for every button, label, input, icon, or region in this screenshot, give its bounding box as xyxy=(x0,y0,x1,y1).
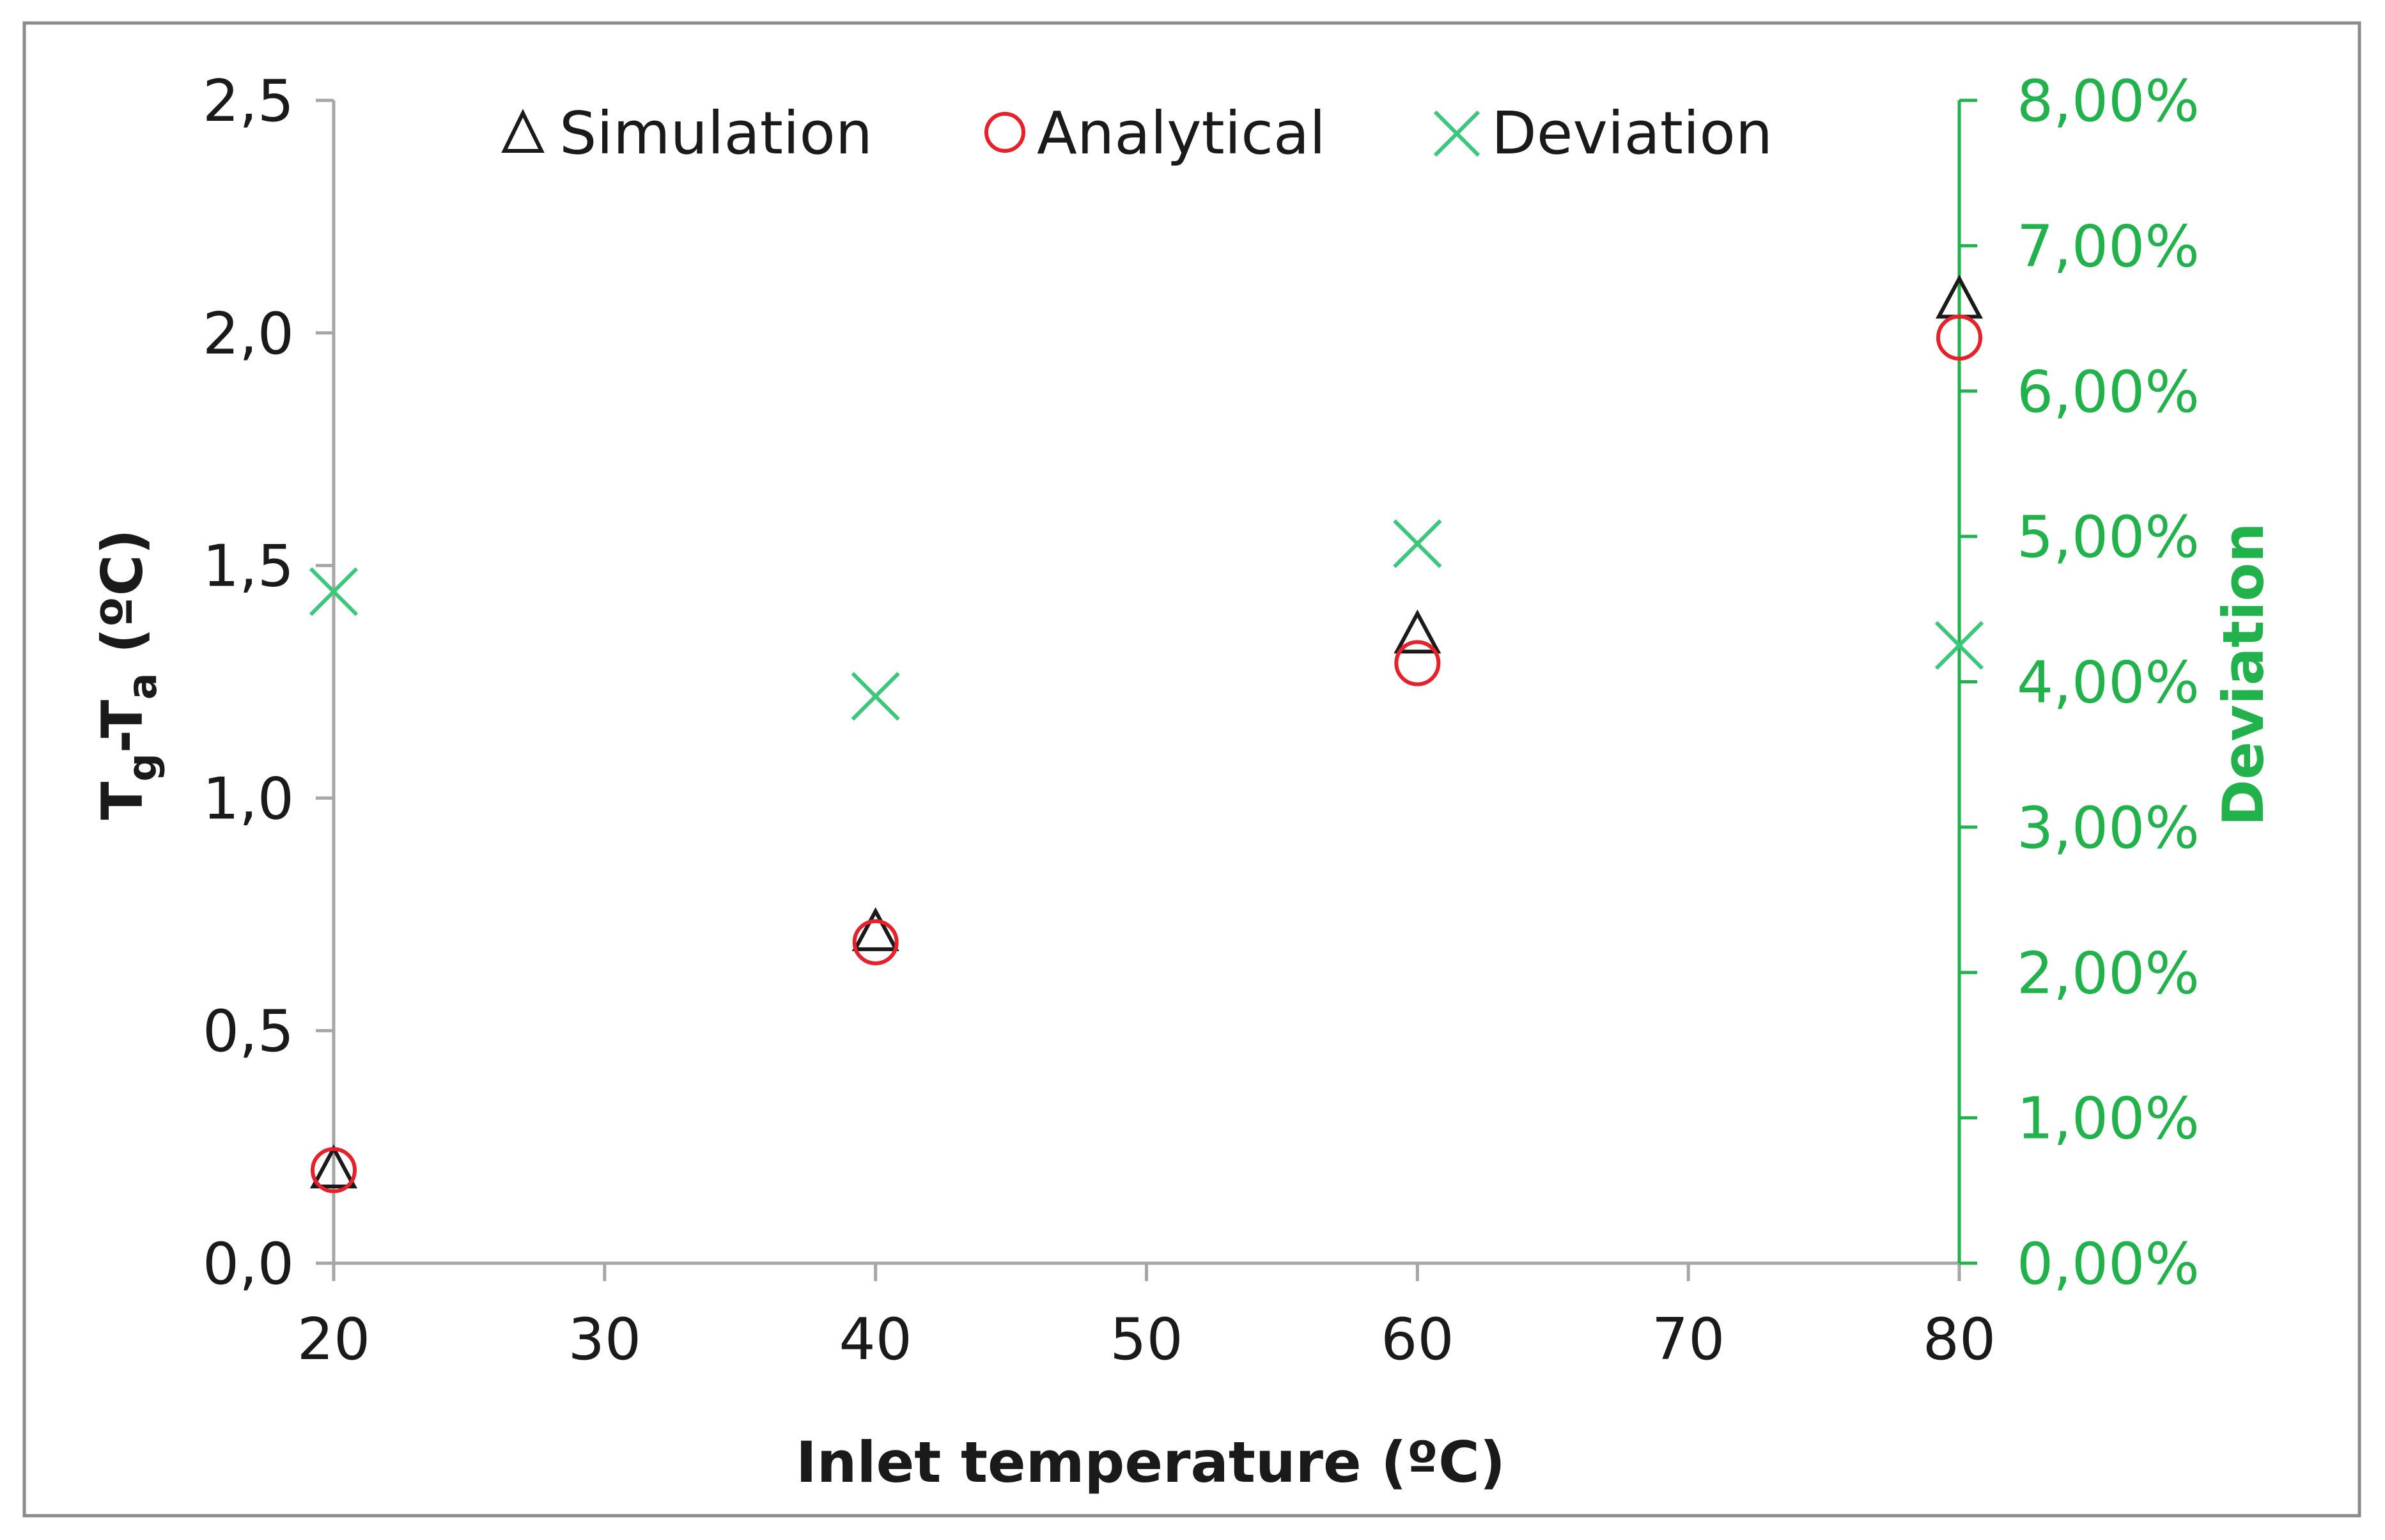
x-tick-label: 80 xyxy=(1923,1306,1996,1373)
y2-axis-title: Deviation xyxy=(2210,523,2276,827)
tick-labels: 20 30 40 50 60 70 80 0,0 0,5 1,0 1,5 2,0 2,5 0,00% 1,0… xyxy=(203,68,2200,1373)
y-tick-label: 2,5 xyxy=(203,68,294,135)
y2-tick-label: 7,00% xyxy=(2017,213,2200,280)
simulation-point xyxy=(851,907,899,951)
y-tick-label: 0,5 xyxy=(203,998,294,1065)
y2-tick-label: 2,00% xyxy=(2017,940,2200,1007)
chart-frame xyxy=(22,21,2361,1518)
legend-label-deviation: Deviation xyxy=(1491,99,1773,167)
legend-label-analytical: Analytical xyxy=(1037,99,1326,167)
y-tick-label: 2,0 xyxy=(203,300,294,368)
deviation-point xyxy=(1934,621,1984,670)
y2-tick-label: 1,00% xyxy=(2017,1085,2200,1153)
y-tick-label: 1,0 xyxy=(203,765,294,832)
legend-circle-marker xyxy=(984,112,1025,153)
y2-tick-label: 8,00% xyxy=(2017,68,2200,135)
legend-label-simulation: Simulation xyxy=(559,99,873,167)
data-marks xyxy=(309,274,1984,1194)
analytical-point xyxy=(311,1147,357,1194)
y2-tick-label: 4,00% xyxy=(2017,649,2200,717)
x-axis-title: Inlet temperature (ºC) xyxy=(796,1429,1505,1495)
x-tick-label: 40 xyxy=(839,1306,912,1373)
x-tick-label: 30 xyxy=(568,1306,642,1373)
y2-tick-label: 5,00% xyxy=(2017,504,2200,571)
x-tick-label: 20 xyxy=(297,1306,371,1373)
y-tick-label: 1,5 xyxy=(203,533,294,600)
deviation-point xyxy=(1393,519,1442,568)
deviation-point xyxy=(851,672,900,721)
x-tick-label: 50 xyxy=(1110,1306,1183,1373)
x-tick-label: 70 xyxy=(1652,1306,1725,1373)
analytical-point xyxy=(1936,315,1982,361)
legend-triangle-marker xyxy=(501,109,545,153)
y2-tick-label: 0,00% xyxy=(2017,1231,2200,1298)
legend: Simulation Analytical Deviation xyxy=(501,99,1773,167)
simulation-point xyxy=(1394,609,1441,654)
analytical-point xyxy=(852,919,899,965)
analytical-point xyxy=(1394,640,1441,687)
y2-tick-label: 6,00% xyxy=(2017,359,2200,426)
deviation-point xyxy=(309,567,359,616)
y2-tick-label: 3,00% xyxy=(2017,795,2200,862)
axes xyxy=(316,98,1977,1281)
x-tick-label: 60 xyxy=(1381,1306,1454,1373)
legend-x-marker xyxy=(1433,110,1480,157)
simulation-point xyxy=(309,1144,358,1188)
y-axis-title: Tg-Ta (ºC) xyxy=(89,529,166,820)
y-tick-label: 0,0 xyxy=(203,1231,294,1298)
